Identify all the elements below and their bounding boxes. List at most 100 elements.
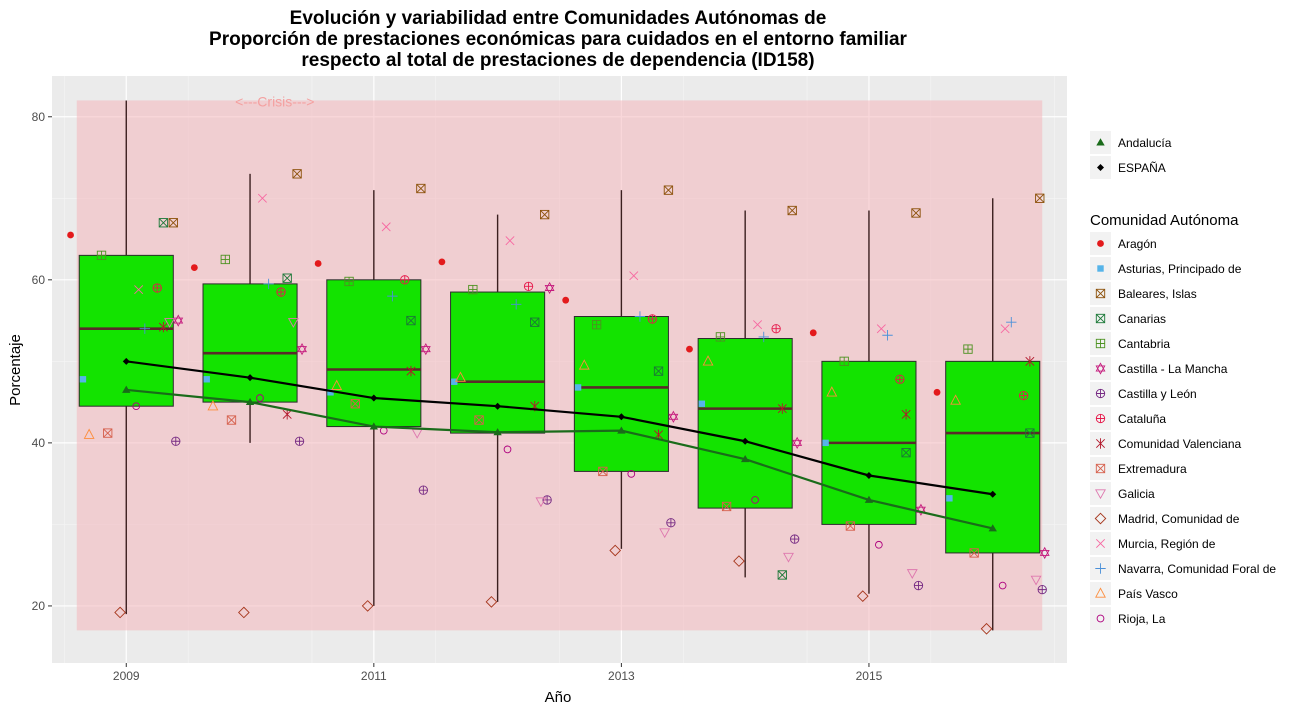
point-arag-n: [562, 296, 570, 304]
point-murcia-regi-n-de: [629, 271, 639, 281]
point-rioja-la: [751, 496, 759, 504]
line-marker-diamond: [494, 402, 502, 410]
point-castilla-y-le-n: [171, 436, 181, 446]
point-baleares-islas: [292, 169, 302, 179]
legend-label: Madrid, Comunidad de: [1118, 512, 1240, 526]
y-axis: 20 40 60 80: [32, 110, 52, 613]
legend-label: Rioja, La: [1118, 612, 1166, 626]
point-galicia: [1030, 575, 1042, 586]
line-marker-diamond: [865, 471, 873, 479]
point-madrid-comunidad-de: [361, 600, 374, 612]
point-madrid-comunidad-de: [609, 544, 622, 557]
legend-marker: [1095, 338, 1106, 349]
point-castilla-la-mancha: [297, 342, 307, 356]
legend: Andalucía ESPAÑA Comunidad Autónoma Aragón A…: [1090, 131, 1276, 630]
legend-label: Extremadura: [1118, 462, 1187, 476]
legend-marker: [1095, 313, 1106, 324]
point-murcia-regi-n-de: [876, 324, 886, 334]
point-asturias-principado-de: [698, 400, 706, 407]
point-baleares-islas: [539, 209, 550, 220]
point-comunidad-valenciana: [158, 321, 168, 333]
legend-marker: [1094, 512, 1107, 525]
point-galicia: [287, 318, 299, 328]
point-asturias-principado-de: [327, 389, 334, 396]
point-castilla-y-le-n: [913, 580, 924, 591]
legend-label: Comunidad Valenciana: [1118, 437, 1242, 451]
point-castilla-y-le-n: [666, 518, 676, 528]
point-extremadura: [474, 415, 484, 425]
point-extremadura: [721, 501, 732, 512]
legend-marker-diamond: [1097, 164, 1104, 171]
title-line-1: Evolución y variabilidad entre Comunidad…: [290, 8, 827, 29]
legend-key-bg: [1090, 507, 1111, 530]
point-extremadura: [103, 428, 113, 438]
line-marker-diamond: [989, 490, 997, 498]
point-canarias: [282, 273, 292, 283]
legend-marker: [1095, 413, 1106, 424]
point-murcia-regi-n-de: [753, 320, 763, 330]
point-cantabria: [344, 276, 354, 287]
x-tick-label: 2013: [608, 669, 635, 683]
legend-key-bg: [1090, 357, 1111, 380]
legend-marker: [1095, 587, 1106, 598]
title-line-3: respecto al total de prestaciones de dep…: [301, 50, 814, 71]
legend-marker: [1095, 563, 1106, 574]
point-baleares-islas: [1035, 193, 1045, 203]
legend-key-bg: [1090, 482, 1111, 505]
point-rioja-la: [132, 402, 141, 411]
point-arag-n: [190, 264, 198, 271]
point-navarra-comunidad-foral-de: [882, 330, 893, 341]
community-points: [67, 169, 1050, 635]
point-catalu-a: [771, 324, 781, 334]
y-tick-label: 60: [32, 273, 46, 287]
line-marker-triangle: [617, 426, 626, 434]
legend-label: Murcia, Región de: [1118, 537, 1216, 551]
point-baleares-islas: [416, 183, 426, 194]
point-extremadura: [226, 415, 237, 425]
legend-label: Galicia: [1118, 487, 1155, 501]
point-extremadura: [350, 399, 360, 409]
point-galicia: [164, 318, 176, 328]
point-navarra-comunidad-foral-de: [139, 323, 151, 334]
boxplots: [78, 100, 1041, 631]
point-castilla-la-mancha: [668, 410, 679, 423]
crisis-label: <---Crisis--->: [235, 93, 314, 109]
legend-title: Comunidad Autónoma: [1090, 212, 1239, 229]
point-castilla-la-mancha: [792, 436, 803, 450]
legend-marker: [1097, 240, 1104, 247]
legend-label: Baleares, Islas: [1118, 287, 1197, 301]
point-navarra-comunidad-foral-de: [263, 278, 274, 290]
point-castilla-la-mancha: [544, 281, 555, 295]
point-cantabria: [591, 320, 602, 330]
point-castilla-y-le-n: [294, 436, 305, 446]
point-canarias: [158, 218, 169, 228]
box-2009: [78, 254, 174, 407]
point-navarra-comunidad-foral-de: [387, 290, 398, 302]
point-pa-s-vasco: [83, 428, 95, 439]
legend-label: Cataluña: [1118, 412, 1166, 426]
line-marker-diamond: [741, 437, 749, 445]
point-madrid-comunidad-de: [856, 590, 869, 602]
point-pa-s-vasco: [578, 359, 590, 370]
point-baleares-islas: [911, 208, 921, 218]
line-marker-triangle: [740, 454, 750, 463]
point-pa-s-vasco: [950, 394, 962, 405]
point-arag-n: [809, 329, 817, 337]
title-line-2: Proporción de prestaciones económicas pa…: [209, 29, 908, 50]
chart-title: Evolución y variabilidad entre Comunidad…: [209, 8, 908, 71]
point-pa-s-vasco: [826, 386, 838, 397]
point-cantabria: [220, 254, 230, 265]
line-marker-diamond: [370, 394, 378, 402]
line-diamond: [126, 360, 993, 496]
point-rioja-la: [503, 445, 512, 454]
point-rioja-la: [627, 470, 636, 478]
point-murcia-regi-n-de: [134, 285, 144, 295]
point-arag-n: [438, 258, 446, 266]
legend-marker-triangle: [1096, 138, 1105, 146]
box-2016: [945, 360, 1041, 554]
point-catalu-a: [895, 374, 905, 384]
legend-marker: [1095, 463, 1106, 474]
legend-label: Castilla y León: [1118, 387, 1197, 401]
line-marker-triangle: [493, 428, 502, 436]
legend-key-bg: [1090, 582, 1111, 605]
